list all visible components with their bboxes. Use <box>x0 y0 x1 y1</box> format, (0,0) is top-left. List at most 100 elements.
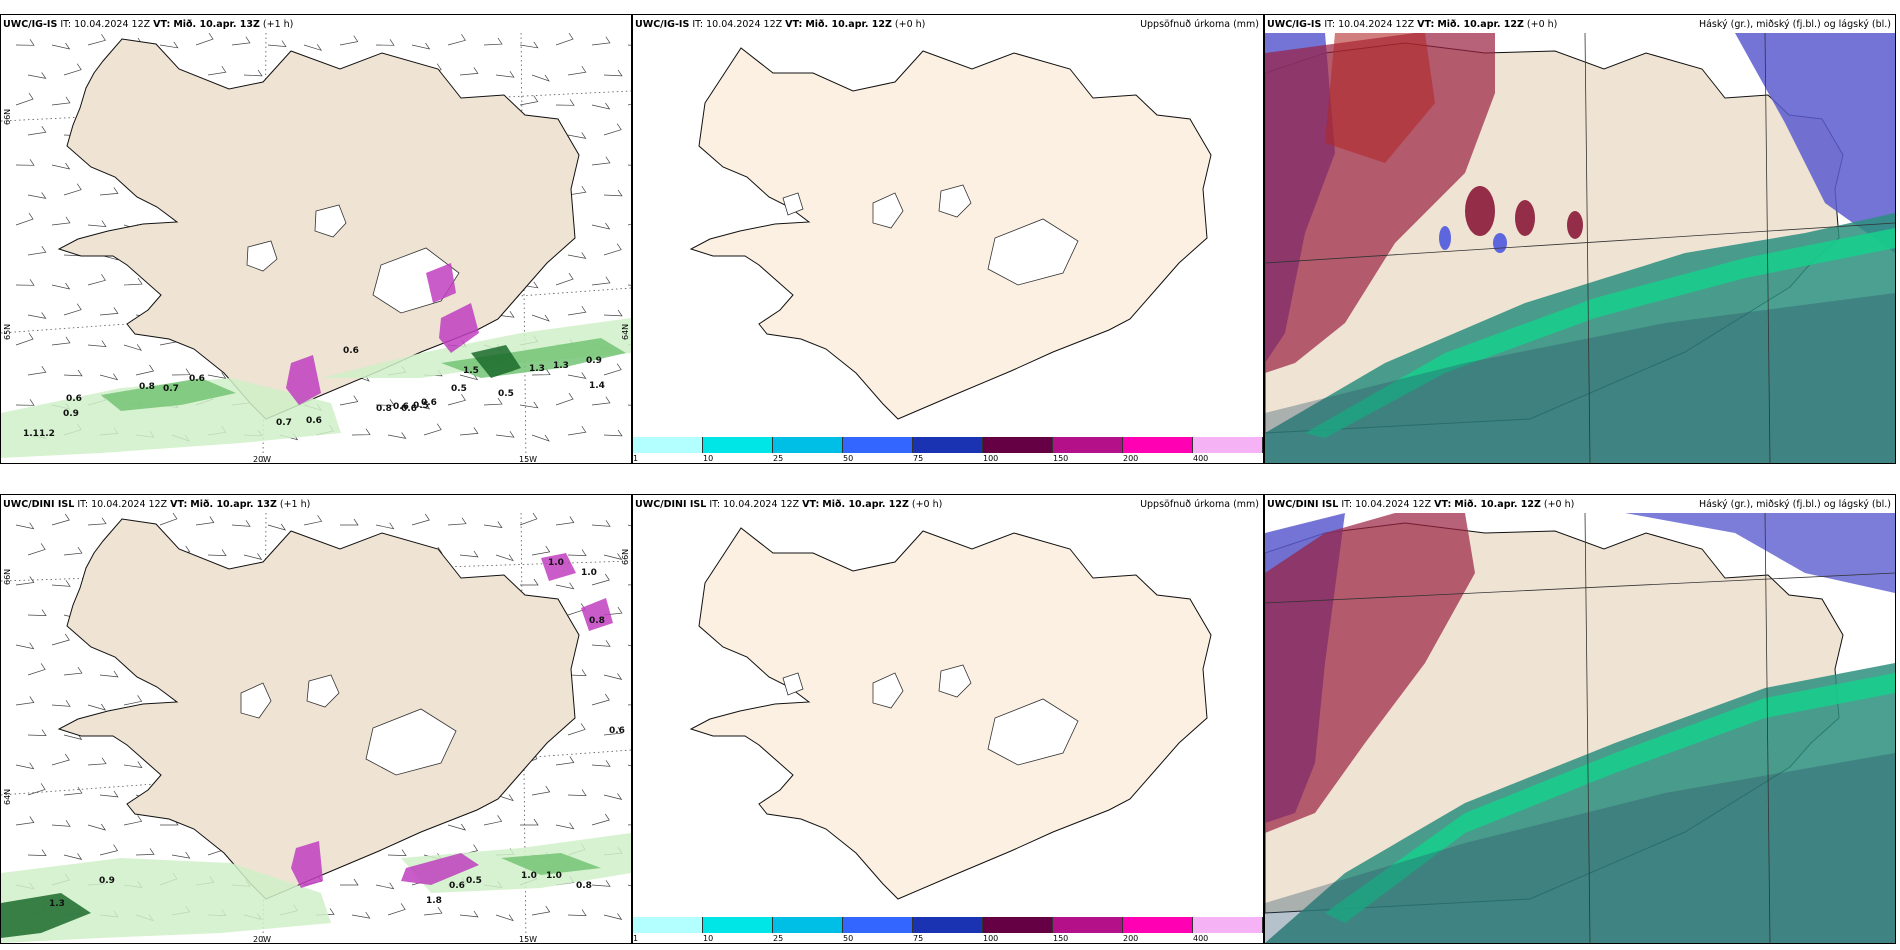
wind-barb <box>591 760 611 767</box>
wind-barb <box>99 307 119 316</box>
wind-barb <box>27 192 47 199</box>
wind-barb <box>51 513 70 526</box>
wind-barb <box>627 164 631 166</box>
precip-value-label: 1.3 <box>553 361 569 371</box>
wind-barb <box>603 793 623 800</box>
precip-value-label: 0.6 <box>66 394 82 404</box>
wind-barb <box>99 187 119 196</box>
precip-areas <box>1 553 631 943</box>
wind-precip-panel-top: UWC/IG-IS IT: 10.04.2024 12Z VT: Mið. 10… <box>0 14 632 464</box>
panel-title: Uppsöfnuð úrkoma (mm) <box>1140 499 1259 510</box>
wind-barb <box>27 609 47 616</box>
wind-barb <box>567 186 587 196</box>
precip-area <box>581 598 613 631</box>
precip-value-label: 0.8 <box>139 382 155 392</box>
precip-area <box>101 378 236 411</box>
panel-title: Háský (gr.), miðský (fj.bl.) og lágský (… <box>1698 499 1891 510</box>
lon-label: 20W <box>253 935 272 944</box>
mid-cloud-front <box>1305 228 1895 438</box>
wind-barb <box>520 818 539 826</box>
colorbar-tick: 10 <box>703 934 714 943</box>
wind-barb <box>495 311 515 318</box>
accum-precip-map <box>689 47 1212 420</box>
wind-barb <box>627 644 631 647</box>
wind-barb <box>567 372 587 379</box>
precip-area <box>286 355 321 405</box>
panel-header: UWC/DINI ISL IT: 10.04.2024 12Z VT: Mið.… <box>635 499 943 510</box>
colorbar-tick: 200 <box>1123 454 1139 463</box>
wind-barb <box>627 764 631 767</box>
cloud-cover-panel-top: UWC/IG-IS IT: 10.04.2024 12Z VT: Mið. 10… <box>1264 14 1896 464</box>
wind-barb <box>423 906 443 916</box>
wind-barb <box>627 223 631 226</box>
wind-barb <box>123 815 143 826</box>
wind-barb <box>303 44 323 51</box>
precip-value-label: 0.5 <box>451 384 467 394</box>
wind-barb <box>159 41 179 49</box>
wind-barb <box>171 368 191 376</box>
wind-barb <box>483 37 503 46</box>
wind-barb <box>423 423 442 436</box>
wind-barb <box>495 554 514 562</box>
high-cloud-core <box>1325 33 1435 163</box>
wind-barb <box>603 429 623 437</box>
colorbar-tick: 25 <box>773 934 784 943</box>
colorbar-box <box>1053 437 1123 453</box>
wind-barb <box>603 726 623 736</box>
wind-barb <box>87 757 107 766</box>
wind-barb <box>15 696 35 706</box>
wind-barb <box>339 35 359 46</box>
colorbar-box <box>633 917 703 933</box>
wind-barb <box>531 314 550 322</box>
glaciers <box>782 184 1079 286</box>
wind-barb <box>51 96 71 106</box>
precip-value-label: 1.2 <box>39 429 55 439</box>
wind-barb <box>447 34 466 46</box>
wind-barb <box>603 553 623 560</box>
wind-barb <box>339 395 359 406</box>
panel-header: UWC/DINI ISL IT: 10.04.2024 12Z VT: Mið.… <box>3 499 311 510</box>
wind-barb <box>531 74 550 82</box>
wind-barb <box>603 243 622 256</box>
low-cloud-south <box>1265 753 1895 943</box>
wind-barb <box>63 546 83 556</box>
panel-title: Uppsöfnuð úrkoma (mm) <box>1140 19 1259 30</box>
wind-barb <box>15 642 35 650</box>
wind-barb <box>447 517 467 526</box>
colorbar-box <box>773 437 843 453</box>
precip-area <box>1 378 341 458</box>
wind-barb <box>591 102 611 110</box>
precip-values: 1.1 1.20.90.60.8 0.70.60.7 0.60.8 0.60.60.50… <box>23 346 605 439</box>
precip-colorbar: 1 10 25 50 75 100 150 200 400 <box>633 917 1263 943</box>
wind-barb <box>63 853 83 860</box>
panel-header: UWC/IG-IS IT: 10.04.2024 12Z VT: Mið. 10… <box>3 19 294 30</box>
precip-value-label: 1.0 <box>521 871 537 881</box>
precip-area <box>321 318 631 378</box>
wind-barb <box>591 36 611 46</box>
lon-label: 20W <box>253 455 272 464</box>
wind-barb <box>99 670 119 678</box>
precip-value-label: 1.3 <box>49 899 65 909</box>
wind-barb <box>555 99 575 106</box>
precip-value-label: 0.9 <box>99 876 115 886</box>
wind-barb <box>27 312 47 319</box>
wind-barb <box>627 284 631 286</box>
wind-barb <box>567 426 587 436</box>
low-cloud-south <box>1265 293 1895 463</box>
wind-barb <box>27 126 47 136</box>
wind-barb <box>627 704 631 706</box>
colorbar-box <box>843 917 913 933</box>
precip-value-label: 1.3 <box>529 364 545 374</box>
wind-barb <box>15 762 35 770</box>
precip-value-label: 1.4 <box>589 381 605 391</box>
colorbar-box <box>773 917 843 933</box>
wind-barb <box>27 849 47 856</box>
wind-barb <box>207 66 227 76</box>
wind-barb <box>15 279 35 286</box>
colorbar-box <box>1193 437 1263 453</box>
colorbar-tick: 1 <box>633 934 639 943</box>
grid-lines <box>1265 513 1895 943</box>
accum-precip-map <box>689 527 1212 900</box>
wind-barb <box>87 823 107 831</box>
wind-barb <box>495 71 515 78</box>
